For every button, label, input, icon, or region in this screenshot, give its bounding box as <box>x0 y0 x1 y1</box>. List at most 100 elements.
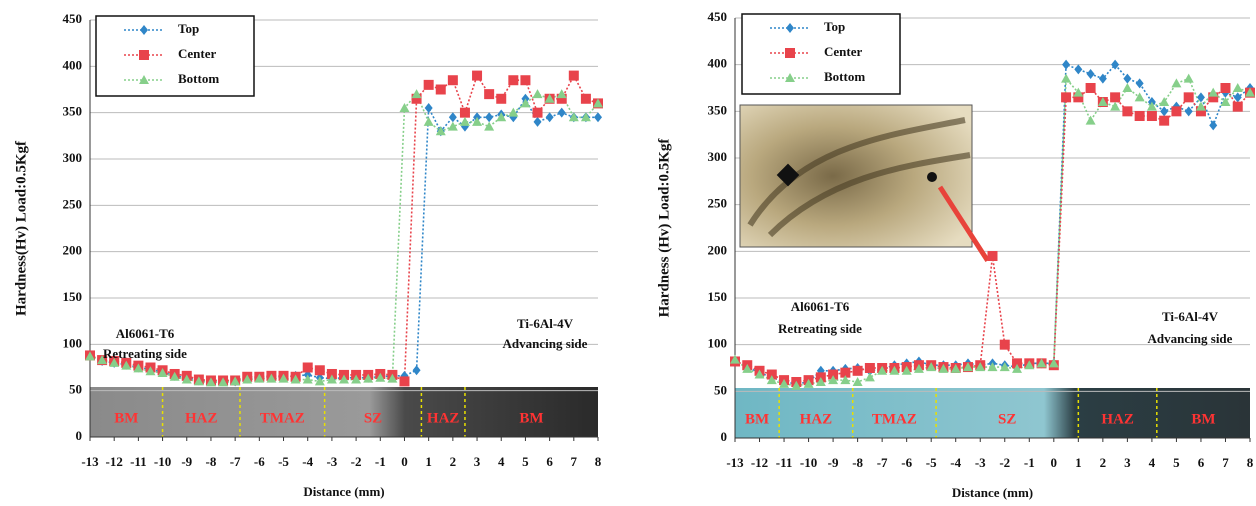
marker <box>1171 78 1182 88</box>
x-tick-label: 3 <box>474 454 481 469</box>
annotation: Retreating side <box>103 346 187 361</box>
marker <box>532 107 543 118</box>
zone-label: BM <box>1191 411 1215 427</box>
marker <box>459 116 470 126</box>
x-tick-label: 5 <box>522 454 529 469</box>
marker <box>447 75 458 86</box>
marker <box>556 89 567 99</box>
marker <box>399 103 410 113</box>
marker <box>326 374 337 384</box>
marker <box>1110 92 1121 103</box>
marker <box>1036 358 1047 368</box>
marker <box>1048 358 1059 368</box>
marker <box>580 112 591 122</box>
x-axis-label: Distance (mm) <box>952 485 1033 500</box>
zone-label: HAZ <box>427 410 460 426</box>
marker <box>1012 358 1023 369</box>
marker <box>1171 106 1182 117</box>
x-tick-label: -10 <box>154 454 171 469</box>
marker <box>230 376 241 386</box>
marker <box>448 112 457 123</box>
marker <box>339 374 349 384</box>
marker <box>290 374 301 384</box>
zone-label: TMAZ <box>260 410 305 426</box>
x-tick-label: -6 <box>254 454 265 469</box>
marker <box>1123 73 1132 84</box>
legend-box <box>741 13 901 95</box>
x-tick-label: -3 <box>326 454 337 469</box>
x-tick-label: -3 <box>975 455 986 470</box>
marker <box>999 362 1010 372</box>
marker <box>938 363 949 373</box>
marker <box>1110 101 1121 111</box>
x-tick-label: -5 <box>278 454 289 469</box>
marker <box>1232 101 1243 112</box>
x-tick-label: 6 <box>546 454 553 469</box>
legend-marker <box>139 75 149 84</box>
x-tick-label: 3 <box>1124 455 1131 470</box>
marker <box>1062 59 1071 70</box>
marker <box>568 70 579 81</box>
y-tick-label: 400 <box>63 57 83 72</box>
marker <box>742 363 753 373</box>
y-tick-label: 0 <box>721 429 728 444</box>
legend-label: Center <box>824 44 862 59</box>
marker <box>1122 106 1133 117</box>
x-tick-label: -7 <box>230 454 241 469</box>
marker <box>472 70 483 81</box>
marker <box>1196 92 1205 103</box>
marker <box>1245 87 1255 97</box>
marker <box>1111 59 1120 70</box>
marker <box>387 373 398 383</box>
marker <box>302 374 313 384</box>
marker <box>181 374 192 384</box>
zone-label: HAZ <box>1101 411 1134 427</box>
marker <box>754 369 765 379</box>
y-tick-label: 300 <box>708 149 728 164</box>
marker <box>864 363 875 373</box>
annotation: Al6061-T6 <box>116 326 175 341</box>
x-tick-label: 5 <box>1173 455 1180 470</box>
legend-box <box>95 15 255 97</box>
x-tick-label: -7 <box>877 455 888 470</box>
y-tick-label: 250 <box>708 196 728 211</box>
legend-marker <box>139 50 149 60</box>
marker <box>987 362 998 372</box>
marker <box>508 107 519 117</box>
marker <box>975 362 986 372</box>
marker <box>987 251 998 261</box>
marker <box>1061 92 1072 103</box>
x-tick-label: -12 <box>106 454 123 469</box>
x-axis-label: Distance (mm) <box>303 484 384 499</box>
marker <box>545 112 554 123</box>
marker <box>472 116 483 126</box>
marker <box>828 369 839 380</box>
marker <box>496 93 507 104</box>
marker <box>1233 92 1242 103</box>
x-tick-label: -4 <box>950 455 961 470</box>
legend-label: Top <box>178 21 199 36</box>
marker <box>730 354 740 364</box>
marker <box>791 380 802 390</box>
marker <box>840 367 851 378</box>
marker <box>423 79 434 90</box>
zone-label: SZ <box>998 411 1016 427</box>
marker <box>1135 78 1144 89</box>
marker <box>302 362 313 373</box>
marker <box>556 93 567 104</box>
legend-label: Bottom <box>824 69 865 84</box>
y-tick-label: 300 <box>63 150 83 165</box>
y-axis-label: Hardness(Hv) Load:0.5Kgf <box>13 140 29 316</box>
marker <box>999 339 1010 350</box>
marker <box>375 372 386 382</box>
marker <box>594 112 602 123</box>
x-tick-label: -8 <box>206 454 217 469</box>
marker <box>840 375 851 385</box>
marker <box>852 377 863 386</box>
zone-label: BM <box>114 410 138 426</box>
zone-label: BM <box>745 411 769 427</box>
marker <box>399 376 410 387</box>
marker <box>864 372 875 382</box>
marker <box>411 89 422 99</box>
y-tick-label: 350 <box>63 104 83 119</box>
